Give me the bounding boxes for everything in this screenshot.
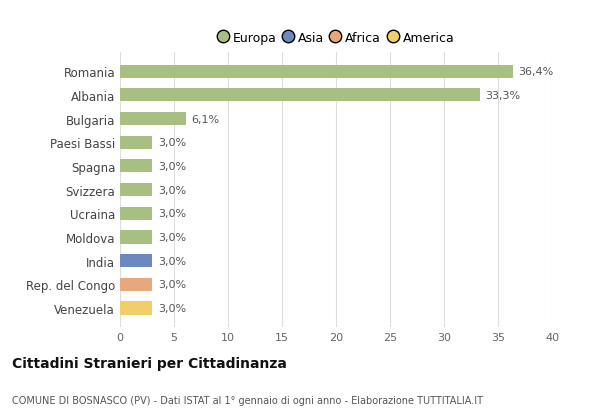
Bar bbox=[120, 231, 152, 244]
Bar bbox=[120, 278, 152, 291]
Bar bbox=[120, 65, 513, 79]
Text: 3,0%: 3,0% bbox=[158, 303, 186, 313]
Text: 3,0%: 3,0% bbox=[158, 256, 186, 266]
Text: 3,0%: 3,0% bbox=[158, 209, 186, 219]
Bar bbox=[120, 184, 152, 197]
Bar bbox=[120, 254, 152, 267]
Text: 3,0%: 3,0% bbox=[158, 280, 186, 290]
Text: 3,0%: 3,0% bbox=[158, 162, 186, 171]
Text: 3,0%: 3,0% bbox=[158, 232, 186, 243]
Bar bbox=[120, 113, 186, 126]
Legend: Europa, Asia, Africa, America: Europa, Asia, Africa, America bbox=[213, 27, 459, 49]
Text: COMUNE DI BOSNASCO (PV) - Dati ISTAT al 1° gennaio di ogni anno - Elaborazione T: COMUNE DI BOSNASCO (PV) - Dati ISTAT al … bbox=[12, 395, 483, 405]
Bar bbox=[120, 302, 152, 315]
Text: 36,4%: 36,4% bbox=[518, 67, 554, 77]
Text: 3,0%: 3,0% bbox=[158, 138, 186, 148]
Text: 3,0%: 3,0% bbox=[158, 185, 186, 195]
Text: Cittadini Stranieri per Cittadinanza: Cittadini Stranieri per Cittadinanza bbox=[12, 356, 287, 370]
Bar bbox=[120, 160, 152, 173]
Text: 6,1%: 6,1% bbox=[191, 115, 220, 124]
Bar bbox=[120, 137, 152, 149]
Text: 33,3%: 33,3% bbox=[485, 91, 520, 101]
Bar bbox=[120, 89, 479, 102]
Bar bbox=[120, 207, 152, 220]
